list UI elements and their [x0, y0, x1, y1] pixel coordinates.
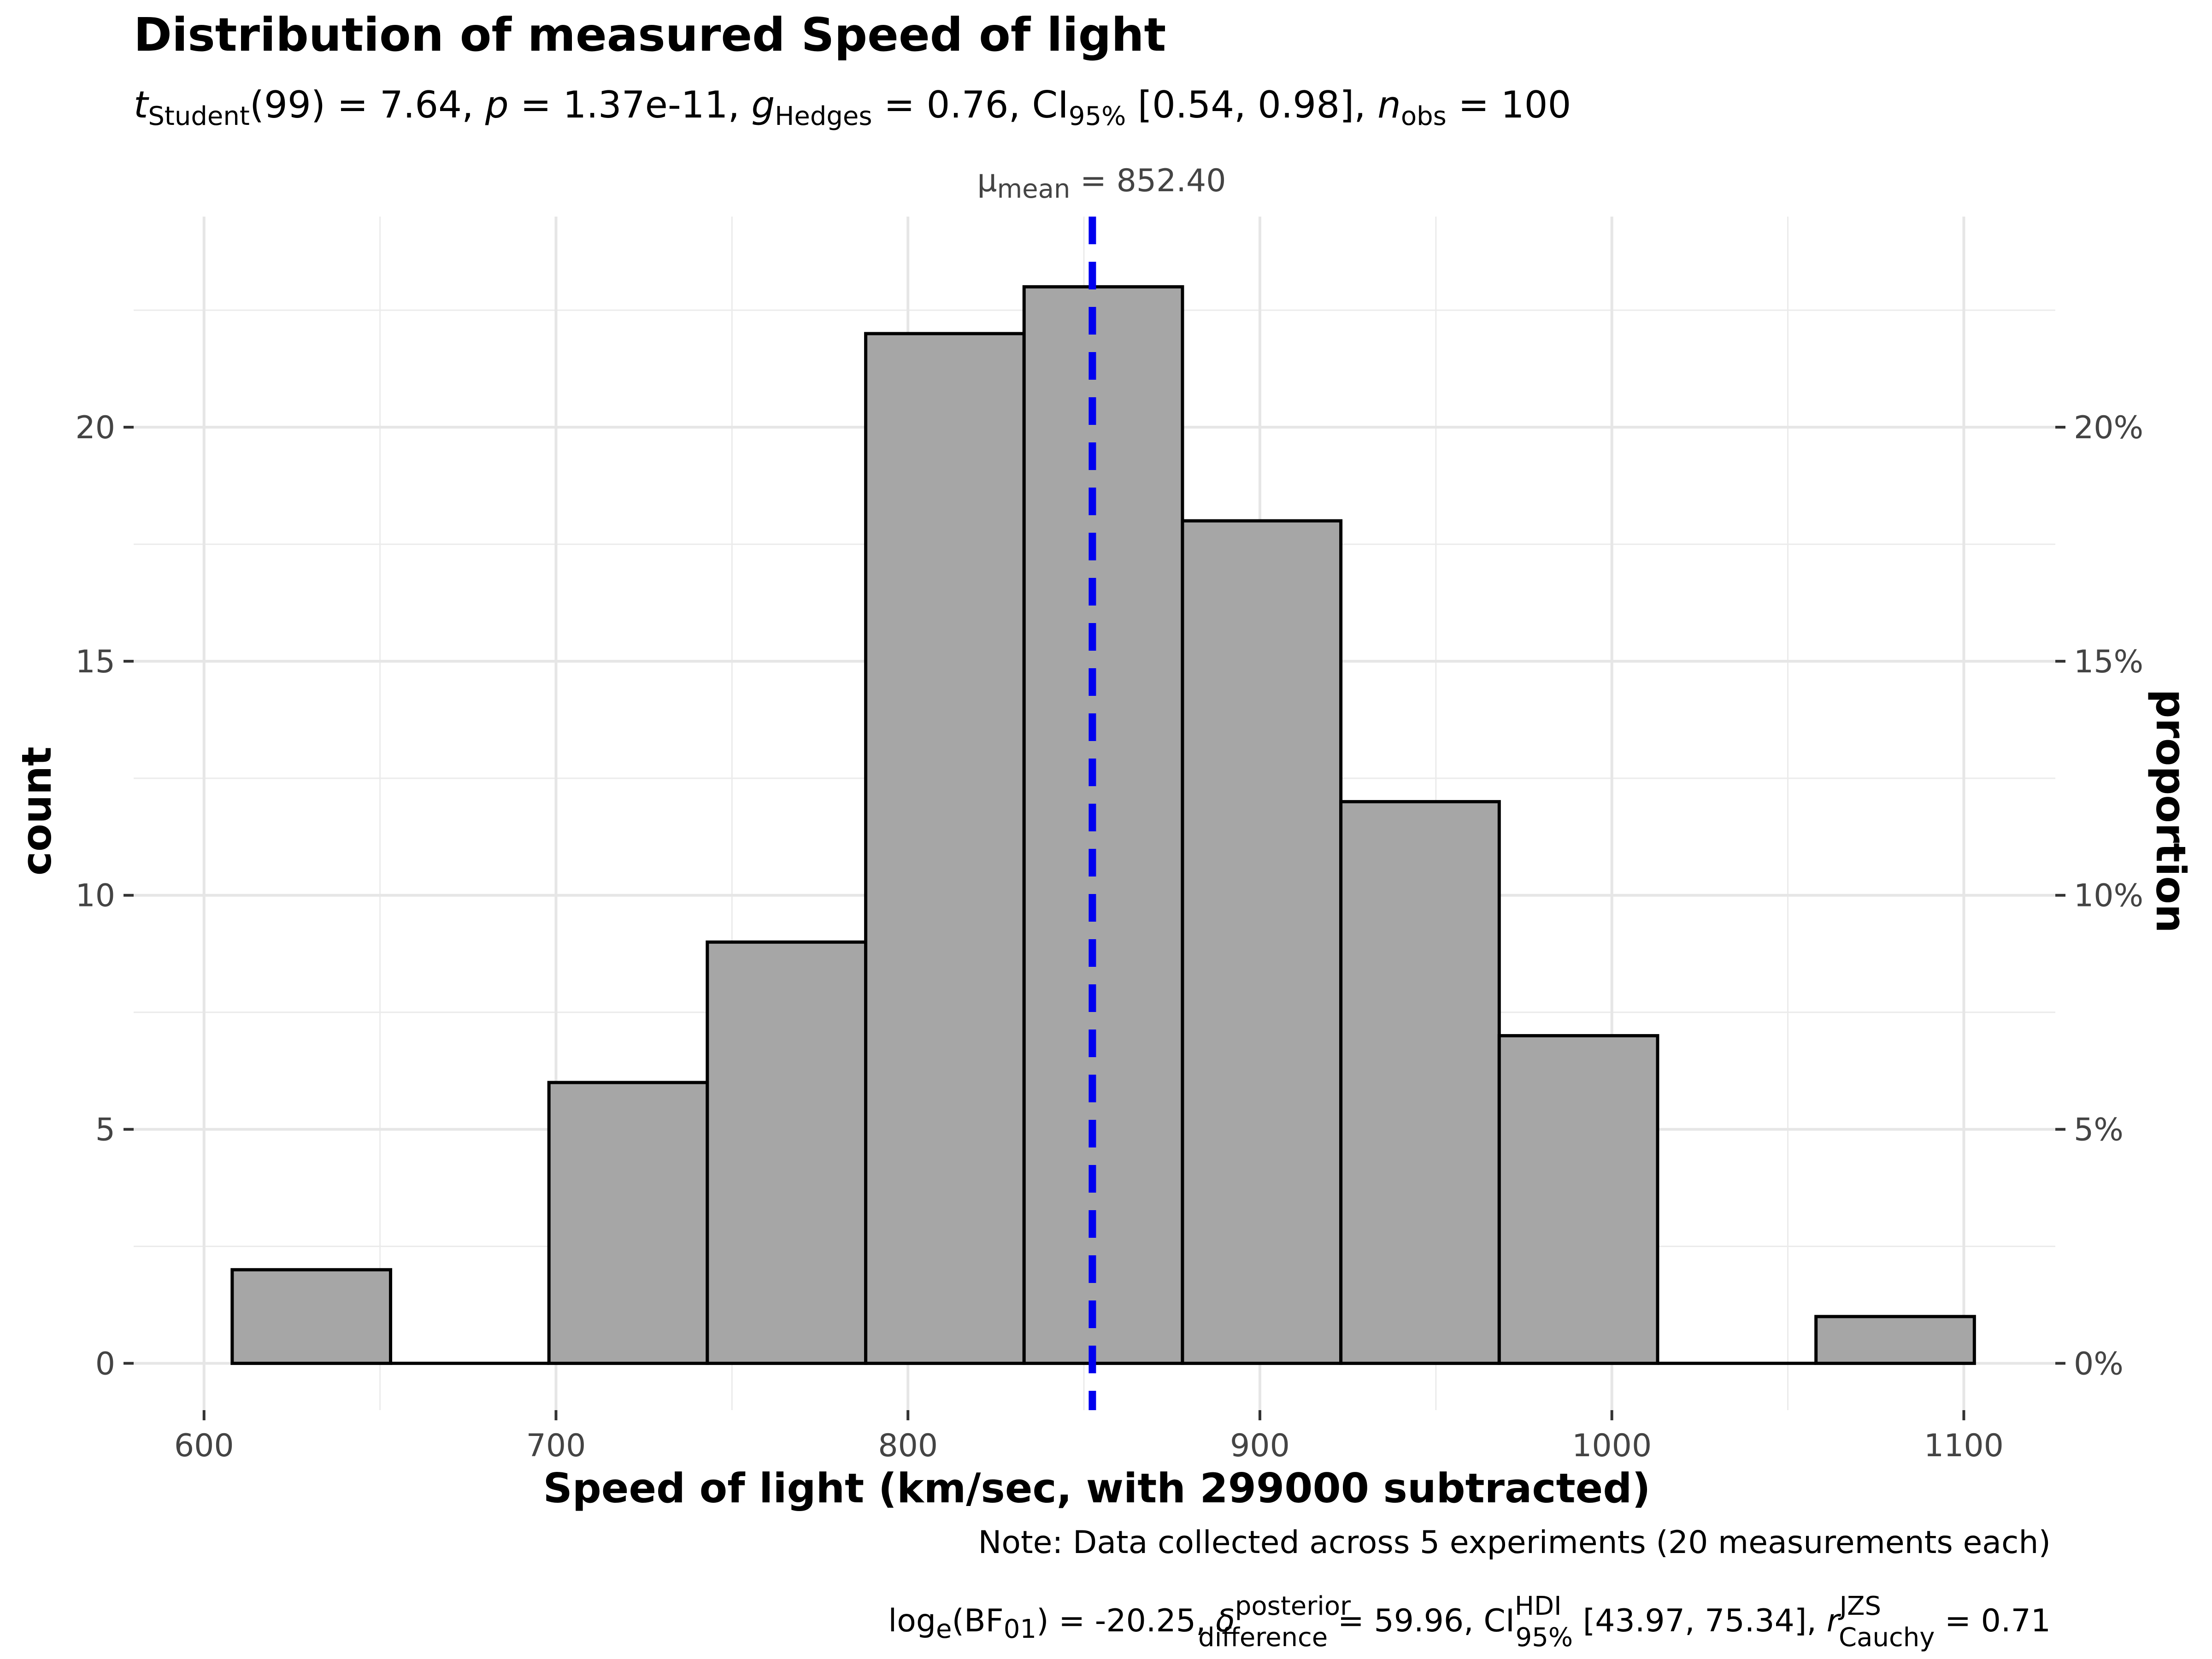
caption-delta-value: = 59.96, CI — [1328, 1603, 1515, 1639]
y2-tick-label: 10% — [2074, 878, 2143, 914]
histogram-bars — [230, 285, 1976, 1365]
mean-label-sub: mean — [997, 174, 1071, 204]
y2-tick-label: 20% — [2074, 410, 2143, 446]
x-tick-label: 700 — [526, 1428, 586, 1464]
histogram-bar — [1497, 1034, 1659, 1365]
y-axis-ticks: 0 5 10 15 20 — [75, 410, 134, 1382]
caption-bf-prefix: log — [888, 1603, 936, 1639]
subtitle-n-label: n — [1377, 83, 1401, 126]
histogram-bar — [1339, 800, 1501, 1365]
caption-bf-open: (BF — [952, 1603, 1004, 1639]
y2-tick-label: 0% — [2074, 1346, 2124, 1382]
mean-label-symbol: μ — [977, 163, 997, 199]
y2-axis-title: proportion — [2147, 689, 2194, 933]
subtitle-ci-value: [0.54, 0.98], — [1126, 83, 1377, 126]
y-tick-label: 15 — [75, 644, 115, 680]
subtitle-t-label: t — [134, 83, 149, 126]
caption-bf-e: e — [936, 1614, 952, 1644]
subtitle-p-value: = 1.37e-11, — [509, 83, 752, 126]
y-tick-label: 10 — [75, 878, 115, 914]
caption-delta-sup: posterior — [1235, 1591, 1351, 1621]
x-tick-label: 600 — [174, 1428, 234, 1464]
y-axis-title: count — [13, 747, 60, 876]
subtitle-g-value: = 0.76, CI — [872, 83, 1069, 126]
subtitle-n-sub: obs — [1401, 101, 1447, 131]
caption-delta-symbol: δ — [1216, 1603, 1235, 1639]
subtitle-t-value: (99) = 7.64, — [250, 83, 485, 126]
chart-subtitle: tStudent(99) = 7.64, p = 1.37e-11, gHedg… — [134, 83, 1571, 131]
chart-title: Distribution of measured Speed of light — [134, 8, 1166, 62]
subtitle-g-label: g — [751, 83, 775, 126]
caption-ci-value: [43.97, 75.34], — [1573, 1603, 1826, 1639]
histogram-bar — [230, 1268, 393, 1365]
y-tick-label: 0 — [95, 1346, 115, 1382]
caption-ci-sup: HDI — [1515, 1591, 1562, 1621]
caption-r-value: = 0.71 — [1935, 1603, 2051, 1639]
y2-tick-label: 5% — [2074, 1112, 2124, 1148]
caption-r-sup: JZS — [1838, 1591, 1881, 1621]
caption-bf-sub: 01 — [1004, 1614, 1036, 1644]
histogram-bar — [1814, 1315, 1976, 1365]
subtitle-n-value: = 100 — [1447, 83, 1571, 126]
y-tick-label: 20 — [75, 410, 115, 446]
histogram-bar — [864, 332, 1026, 1365]
histogram-bar — [706, 940, 868, 1365]
caption-note: Note: Data collected across 5 experiment… — [978, 1524, 2051, 1561]
x-axis-title: Speed of light (km/sec, with 299000 subt… — [543, 1465, 1650, 1512]
y2-tick-label: 15% — [2074, 644, 2143, 680]
mean-label: μmean = 852.40 — [977, 163, 1226, 204]
subtitle-t-sub: Student — [148, 101, 249, 131]
x-tick-label: 800 — [878, 1428, 938, 1464]
caption-ci-sub: 95% — [1516, 1623, 1573, 1653]
histogram-bar — [547, 1081, 709, 1365]
x-tick-label: 1100 — [1924, 1428, 2004, 1464]
histogram-bar — [1022, 285, 1184, 1365]
x-axis-ticks: 600 700 800 900 1000 1100 — [174, 1410, 2004, 1464]
caption-r-label: r — [1827, 1603, 1841, 1639]
caption-r-sub: Cauchy — [1839, 1623, 1935, 1653]
subtitle-ci-sub: 95% — [1069, 101, 1126, 131]
y-tick-label: 5 — [95, 1112, 115, 1148]
subtitle-g-sub: Hedges — [775, 101, 872, 131]
caption-bf-value: ) = -20.25, — [1036, 1603, 1216, 1639]
caption-delta-sub: difference — [1198, 1623, 1328, 1653]
mean-label-value: = 852.40 — [1070, 163, 1226, 199]
x-tick-label: 900 — [1230, 1428, 1290, 1464]
caption-bayes: loge(BF01) = -20.25, δposterior differenc… — [888, 1591, 2051, 1653]
histogram-bar — [1181, 519, 1343, 1365]
x-tick-label: 1000 — [1572, 1428, 1652, 1464]
subtitle-p-label: p — [485, 83, 509, 126]
y2-axis-ticks: 0% 5% 10% 15% 20% — [2055, 410, 2143, 1382]
